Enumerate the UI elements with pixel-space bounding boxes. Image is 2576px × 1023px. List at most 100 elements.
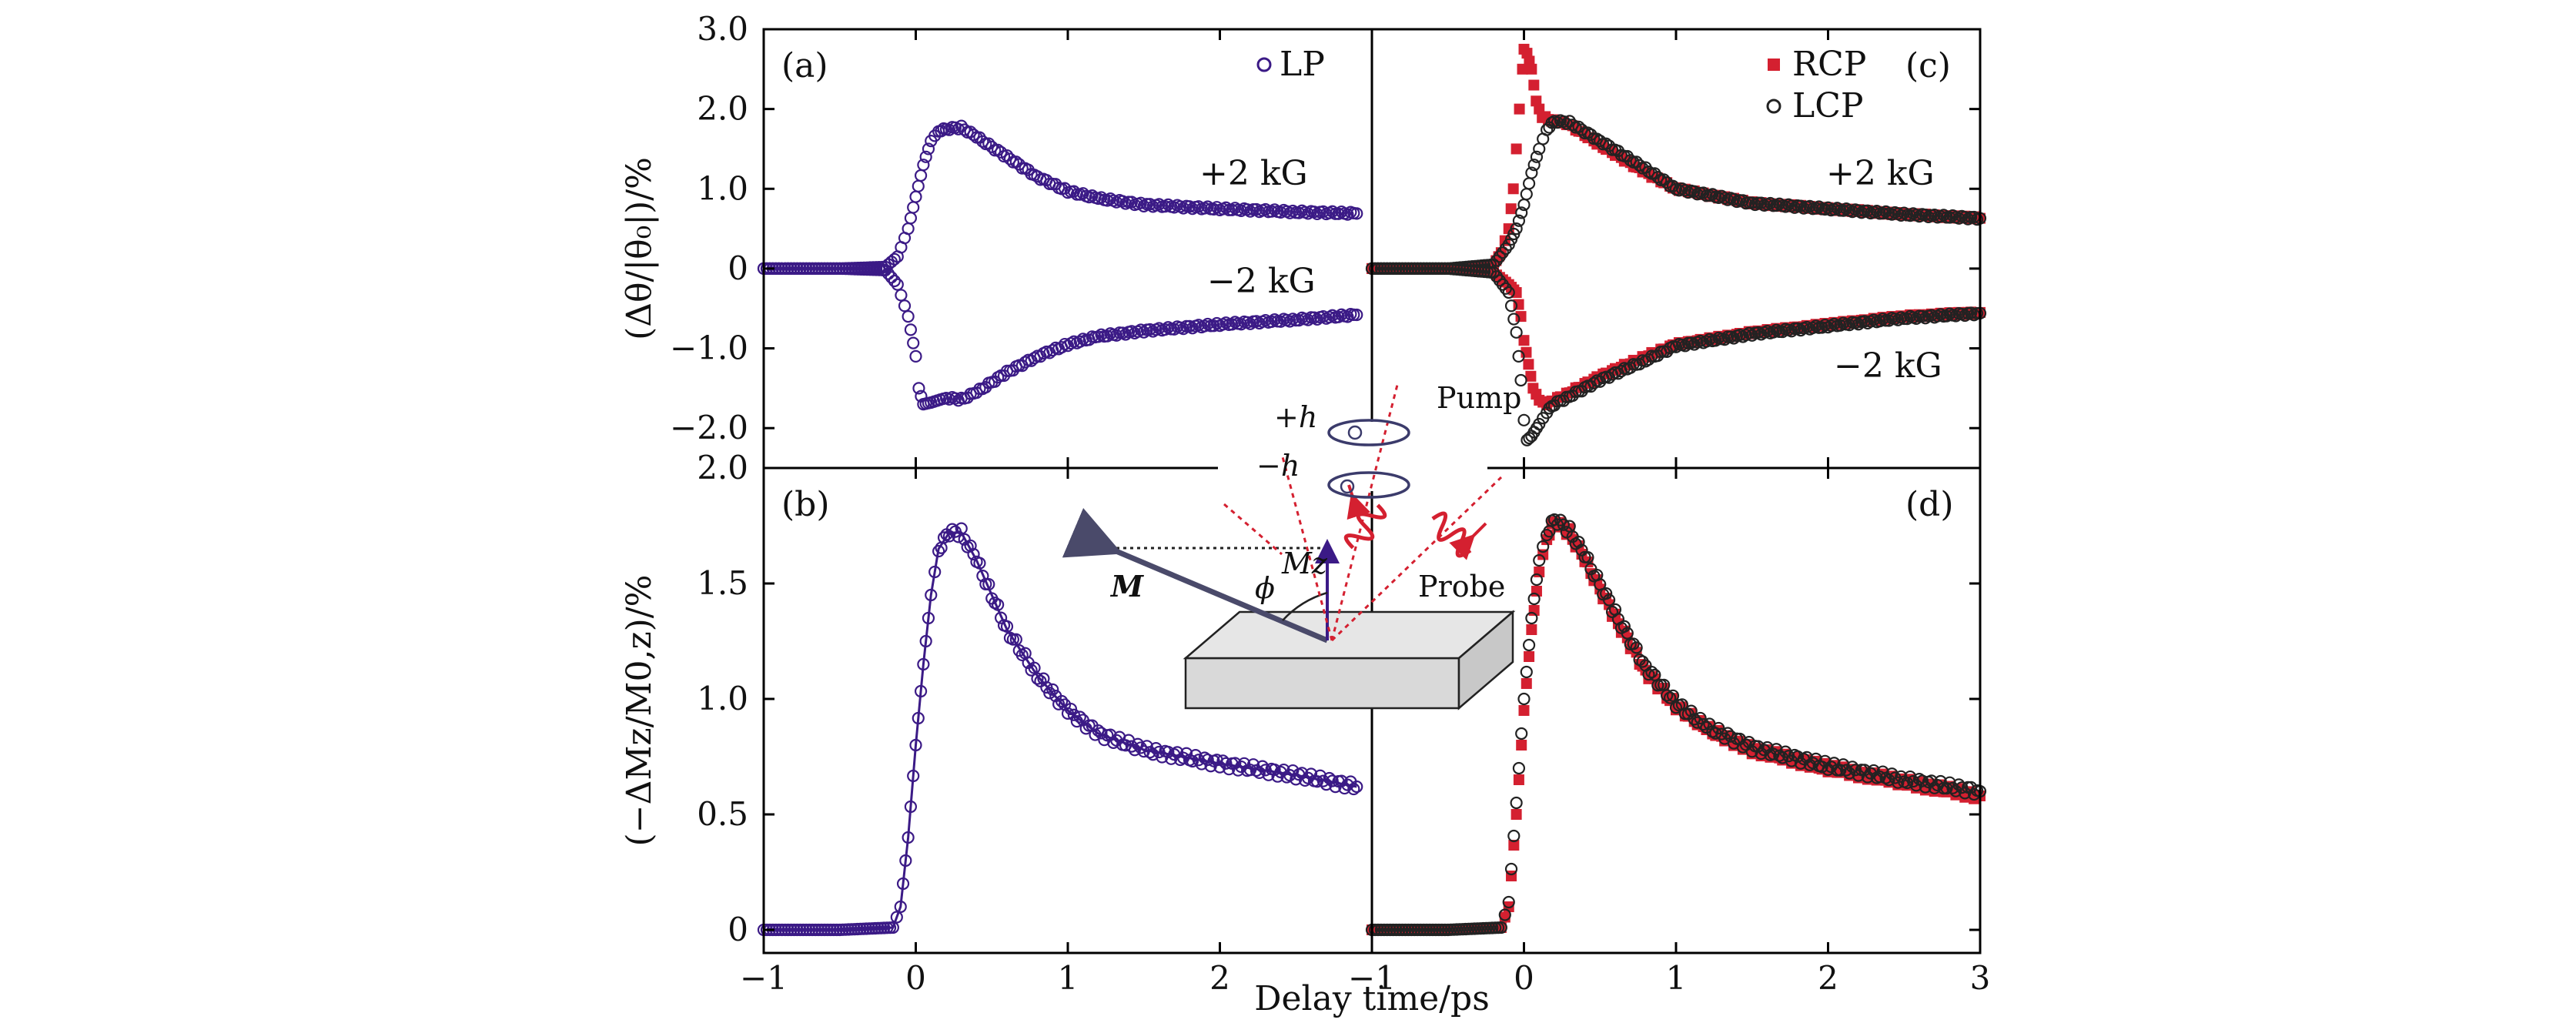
data-point-lp-plus [1076,187,1089,200]
data-point-lcp-main [1739,738,1752,751]
data-point-lcp-main [1858,764,1871,777]
y-tick-label: 1.5 [697,564,748,602]
legend-marker-rcp [1768,59,1780,71]
y-tick-label: 2.0 [697,449,748,486]
data-point-lp-plus [922,142,935,155]
legend-label-lcp: LCP [1792,86,1864,125]
pump-label: Pump [1437,381,1521,415]
mz-label: Mz [1281,547,1328,580]
data-point-lp-main [1229,757,1242,770]
data-point-lp-plus [907,201,920,214]
data-point-lp-plus [1250,202,1263,216]
y-tick-label: 2.0 [697,90,748,128]
data-point-lp-main [1326,774,1339,787]
data-point-lp-plus [1095,191,1108,204]
data-point-lp-main [1201,753,1214,767]
data-point-lp-minus [1293,314,1306,327]
panel-label-d: (d) [1905,485,1954,524]
y-ticks-bottom: 2.0 1.5 1.0 0.5 0 [697,449,1980,948]
data-point-lcp-minus [1873,315,1886,328]
data-point-lp-main [1131,737,1144,751]
data-point-lp-minus [1101,329,1114,343]
probe-label: Probe [1418,570,1505,603]
data-point-lp-minus [1274,315,1287,328]
data-point-lp-minus [878,263,892,277]
data-point-lcp-plus [1515,206,1528,219]
data-point-lcp-plus [1527,159,1541,172]
data-point-lp-main [1125,740,1139,753]
data-point-lp-plus [904,212,918,225]
data-point-lp-plus [1153,198,1166,211]
data-point-lp-plus [1350,207,1363,220]
data-point-lcp-plus [1736,194,1749,207]
data-point-lp-main [925,588,938,602]
data-point-lcp-main [1502,895,1515,909]
data-point-lp-main [1320,778,1333,791]
data-point-lp-main [1146,748,1159,761]
data-point-lcp-main [1876,765,1889,778]
data-point-lcp-main [1621,627,1634,640]
data-point-lp-main [1073,710,1086,724]
data-point-rcp-main [1524,651,1535,662]
data-point-rcp-main [1526,624,1537,635]
data-point-lp-plus [1003,152,1017,165]
data-point-lcp-minus [1815,321,1828,334]
data-point-lcp-plus [1852,204,1865,217]
data-point-lp-main [928,565,942,579]
data-point-lcp-plus [1928,208,1941,222]
data-point-lcp-main [1928,781,1941,794]
sample-slab-side [1457,610,1514,710]
data-point-lp-plus [1192,200,1205,213]
data-point-lp-main [1179,747,1193,760]
data-point-lcp-plus [1885,208,1899,221]
data-point-lcp-plus [1952,212,1965,225]
data-point-lp-plus [1183,200,1196,213]
data-point-lcp-minus [1761,325,1774,338]
data-point-rcp-minus [1523,359,1534,370]
y-tick-label: 0.5 [697,795,748,833]
x-tick-label: −1 [1348,959,1396,997]
data-point-lp-plus [1176,202,1190,215]
data-point-lp-main [964,539,977,553]
data-point-lcp-plus [1551,116,1564,129]
data-point-lcp-main [1530,573,1544,587]
data-point-lp-main [1067,708,1081,721]
data-point-lp-main [890,911,903,924]
data-point-rcp-main [1513,774,1524,785]
data-point-lcp-main [1517,692,1531,706]
legend-label-rcp: RCP [1792,45,1866,84]
data-point-lp-plus [1201,200,1214,213]
data-point-lcp-minus [1700,335,1713,348]
data-point-lcp-plus [1773,197,1786,210]
data-point-lp-main [919,634,932,648]
data-point-lp-main [994,611,1008,624]
data-point-lcp-plus [1898,206,1911,219]
pump-pulse [1343,503,1387,550]
data-point-lp-main [952,530,965,543]
data-point-lcp-minus [1514,373,1527,387]
data-point-lp-minus [1259,313,1272,327]
data-point-lcp-main [1525,611,1538,625]
data-point-rcp-minus [1525,370,1537,382]
data-point-lcp-plus [1904,209,1917,222]
reflected-beam-line [1223,503,1283,556]
data-point-lcp-minus [1510,326,1523,339]
data-point-lcp-plus [1661,176,1674,189]
panel-c [1365,43,1987,446]
data-point-lcp-minus [1767,326,1780,339]
data-point-lp-minus [1092,330,1105,343]
data-point-lcp-main [1669,701,1683,714]
panel-b [757,522,1363,937]
data-point-lp-main [909,738,922,752]
data-point-lcp-main [1533,553,1546,567]
incident-beam-line [1280,453,1333,641]
data-point-rcp-plus [1510,143,1522,155]
data-point-lcp-plus [1727,192,1741,206]
y-tick-label: 1.0 [697,680,748,717]
data-point-lcp-plus [1525,166,1538,179]
data-point-lp-main [937,531,951,544]
data-point-lcp-main [1575,543,1588,557]
data-point-lp-minus [1110,329,1123,342]
data-point-lcp-plus [1633,159,1646,172]
data-point-lcp-minus [1742,326,1755,339]
